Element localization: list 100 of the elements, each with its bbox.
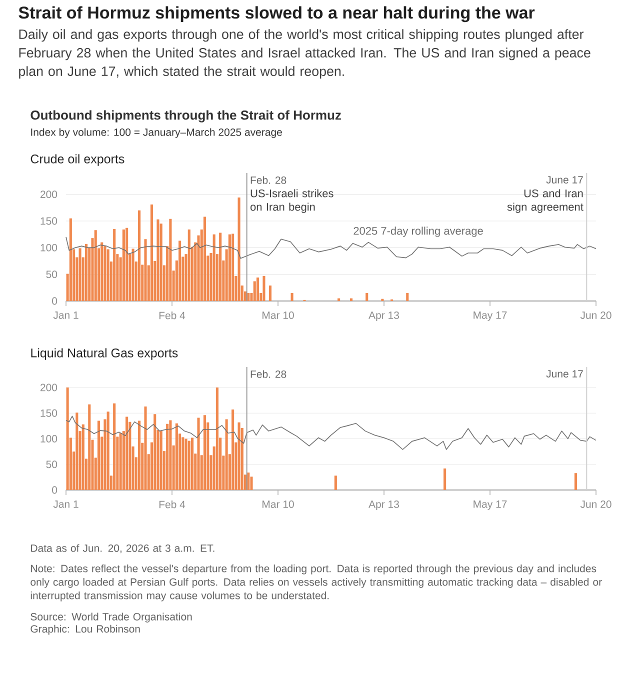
text: Index by volume: 100 = January–March 2025 average [31,128,282,138]
bar [166,424,169,490]
bar [175,423,178,490]
bar [238,422,240,490]
bar [169,420,172,490]
bar [334,476,337,490]
bar [262,276,266,301]
bar [154,414,156,490]
bar [253,281,256,301]
bar [268,286,272,301]
bar [94,230,97,301]
source-note: Source: World Trade Organisation [30,612,192,623]
x-tick-label: Feb 4 [159,312,186,320]
bar [212,234,216,301]
annotation: US-Israeli strikes on Iran begin [250,189,334,213]
bar [228,234,231,301]
bar [150,204,154,301]
chart-title: Liquid Natural Gas exports [31,348,178,360]
bar [203,216,206,301]
ref-line-label: Feb. 28 [250,176,286,184]
bar [184,438,188,490]
bar [100,242,104,301]
series-label: 2025 7-day rolling average [354,226,483,237]
bar [144,239,147,301]
bar [78,248,82,301]
bar [106,412,110,490]
bar [250,476,253,490]
x-tick-label: Apr 13 [368,500,399,510]
bar [144,406,147,490]
bar [219,232,222,301]
y-tick-label: 100 [40,435,58,442]
y-tick-label: 200 [40,190,58,198]
bar [444,468,446,490]
ref-line-label: June 17 [546,176,583,184]
x-tick-label: Apr 13 [368,312,399,322]
ref-line-label: June 17 [546,370,583,378]
bar [138,420,141,490]
bar [97,420,100,490]
bar [76,412,78,490]
x-tick-label: Jan 1 [53,312,78,319]
bar [178,240,182,301]
x-tick-label: Feb 4 [159,500,186,508]
bar [188,230,190,301]
text: Strait of Hormuz shipments slowed to a near halt during the war [18,6,535,22]
bar [88,404,91,490]
bar [350,298,353,301]
bar [113,228,116,301]
bar [106,249,110,301]
bar [126,228,128,301]
x-tick-label: Jan 1 [53,500,78,508]
bar [216,387,218,490]
ref-line-label: Feb. 28 [250,370,286,378]
text: Graphic: Lou Robinson [30,624,140,635]
bar [84,244,88,301]
bar [132,248,134,301]
chart-title: Crude oil exports [30,154,124,166]
y-tick-label: 50 [46,270,58,278]
x-tick-label: Mar 10 [262,500,294,508]
text: Data as of Jun. 20, 2026 at 3 a.m. ET. [31,544,214,554]
bar [232,234,234,301]
bar [197,418,200,490]
bar [122,230,125,301]
y-tick-label: 50 [46,460,58,468]
line-series [66,236,596,259]
bar [225,419,228,490]
bar [182,437,184,490]
y-tick-label: 0 [52,486,58,494]
x-tick-label: Mar 10 [262,312,294,319]
bar [160,431,162,490]
y-tick-label: 200 [40,384,58,392]
bar [160,224,162,301]
y-tick-label: 0 [52,297,58,305]
x-tick-label: Jun 20 [580,312,612,319]
bar [82,424,84,490]
x-tick-label: May 17 [474,312,507,321]
y-tick-label: 100 [40,244,58,252]
bar [366,292,368,301]
bar [138,210,141,301]
x-tick-label: Jun 20 [580,500,612,508]
bar [119,433,122,490]
bar [338,298,340,301]
bar [290,292,294,301]
text: Note: Dates reflect the vessel's departure from the loading port. Data is reported through the previous day and includes only cargo loaded at Persian Gulf ports. Data relies on vessels actively transmitting automatic tracking data – disabled or interrupted transmission may cause volumes to be understated. [30,564,602,602]
text: Outbound shipments through the Strait of Hormuz [30,110,342,122]
y-tick-label: 150 [40,409,58,417]
bar [256,278,260,301]
bar [104,246,106,301]
bar [169,218,172,301]
bar [203,415,206,490]
bar [69,218,72,301]
bar [190,438,194,490]
x-tick-label: May 17 [474,500,507,510]
y-tick-label: 150 [40,217,58,225]
bar [113,403,116,490]
bar [574,473,578,490]
bar [188,440,190,490]
bar [66,387,69,490]
bar [232,410,234,490]
annotation: US and Iran sign agreement [507,189,584,213]
text: Daily oil and gas exports through one of the world's most critical shipping routes plunged after February 28 when the United States and Israel attacked Iran. The US and Iran signed a peace plan on June 17, which stated the strait would reopen. [19,29,590,79]
